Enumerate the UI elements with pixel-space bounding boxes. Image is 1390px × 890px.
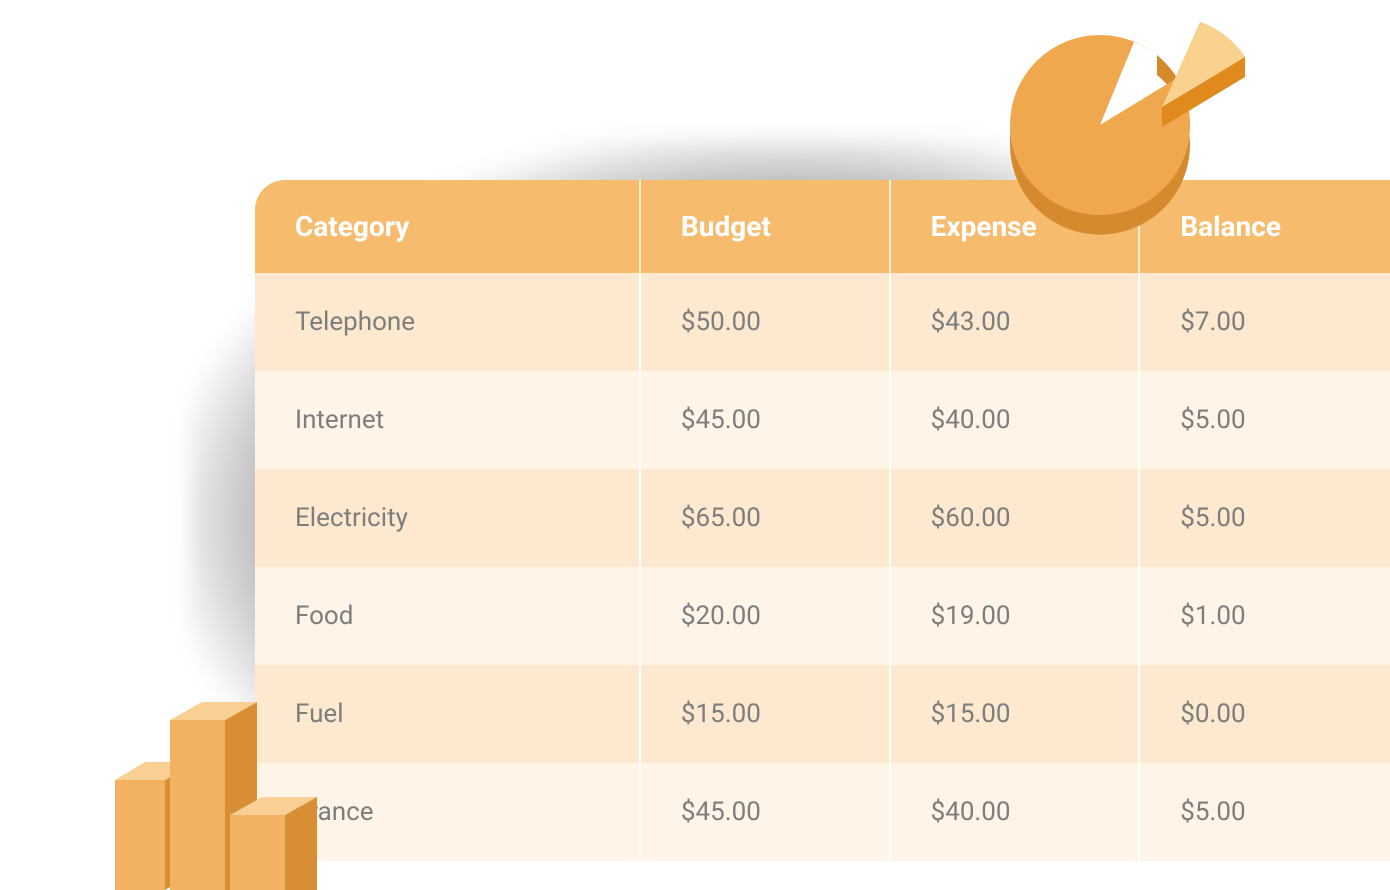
cell-category: Food	[255, 567, 641, 665]
cell-expense: $40.00	[891, 763, 1141, 861]
cell-balance: $1.00	[1140, 567, 1390, 665]
cell-category: Telephone	[255, 273, 641, 371]
cell-category: Internet	[255, 371, 641, 469]
cell-budget: $20.00	[641, 567, 891, 665]
cell-budget: $50.00	[641, 273, 891, 371]
cell-expense: $15.00	[891, 665, 1141, 763]
cell-expense: $19.00	[891, 567, 1141, 665]
bar-chart-icon	[95, 660, 355, 890]
cell-category: Electricity	[255, 469, 641, 567]
cell-expense: $43.00	[891, 273, 1141, 371]
cell-expense: $60.00	[891, 469, 1141, 567]
table-row: Fuel $15.00 $15.00 $0.00	[255, 665, 1390, 763]
table-row: Internet $45.00 $40.00 $5.00	[255, 371, 1390, 469]
cell-balance: $5.00	[1140, 763, 1390, 861]
budget-table: Category Budget Expense Balance Telephon…	[255, 180, 1390, 861]
table-row: Telephone $50.00 $43.00 $7.00	[255, 273, 1390, 371]
pie-chart-icon	[990, 15, 1290, 235]
col-header-budget: Budget	[641, 180, 891, 273]
budget-card: Category Budget Expense Balance Telephon…	[255, 180, 1390, 890]
cell-budget: $45.00	[641, 371, 891, 469]
cell-balance: $0.00	[1140, 665, 1390, 763]
cell-expense: $40.00	[891, 371, 1141, 469]
cell-balance: $5.00	[1140, 371, 1390, 469]
cell-budget: $65.00	[641, 469, 891, 567]
col-header-category: Category	[255, 180, 641, 273]
table-row: Electricity $65.00 $60.00 $5.00	[255, 469, 1390, 567]
table-row: urance $45.00 $40.00 $5.00	[255, 763, 1390, 861]
cell-balance: $5.00	[1140, 469, 1390, 567]
cell-budget: $15.00	[641, 665, 891, 763]
cell-balance: $7.00	[1140, 273, 1390, 371]
table-row: Food $20.00 $19.00 $1.00	[255, 567, 1390, 665]
cell-budget: $45.00	[641, 763, 891, 861]
